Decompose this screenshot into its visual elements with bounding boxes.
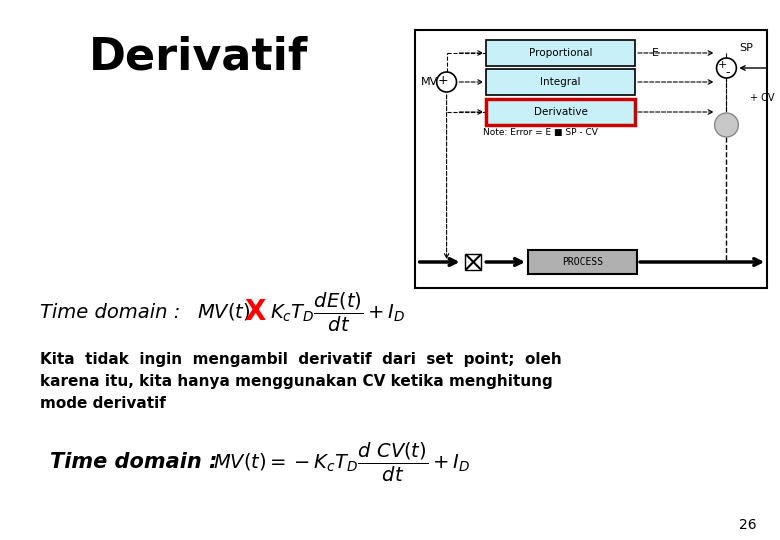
Text: 26: 26 [739,518,757,532]
Text: + CV: + CV [750,93,775,103]
Circle shape [717,58,736,78]
Text: Integral: Integral [541,77,581,87]
Text: +: + [438,73,448,86]
Text: $\mathbf{X}$: $\mathbf{X}$ [243,298,267,326]
Text: MV: MV [420,77,438,87]
Circle shape [714,113,739,137]
Text: $MV(t)$: $MV(t)$ [197,301,250,322]
Text: $K_cT_D\dfrac{dE(t)}{dt}+I_D$: $K_cT_D\dfrac{dE(t)}{dt}+I_D$ [270,291,406,334]
Text: Note: Error = E ■ SP - CV: Note: Error = E ■ SP - CV [484,127,598,137]
Text: +: + [718,60,727,70]
FancyBboxPatch shape [486,99,635,125]
Text: Derivatif: Derivatif [89,35,308,78]
FancyBboxPatch shape [486,69,635,95]
FancyBboxPatch shape [528,250,637,274]
Circle shape [437,72,456,92]
Text: Kita  tidak  ingin  mengambil  derivatif  dari  set  point;  oleh
karena itu, ki: Kita tidak ingin mengambil derivatif dar… [40,352,562,411]
Text: E: E [651,48,658,58]
FancyBboxPatch shape [486,40,635,66]
FancyBboxPatch shape [415,30,768,288]
Text: $MV(t)=-K_cT_D\dfrac{d\ CV(t)}{dt}+I_D$: $MV(t)=-K_cT_D\dfrac{d\ CV(t)}{dt}+I_D$ [214,441,470,483]
Text: -: - [725,66,730,79]
Text: Derivative: Derivative [534,107,587,117]
Text: Time domain :: Time domain : [50,452,224,472]
Text: Time domain :: Time domain : [40,302,186,321]
Text: PROCESS: PROCESS [562,257,603,267]
Text: SP: SP [739,43,753,53]
Text: Proportional: Proportional [529,48,593,58]
